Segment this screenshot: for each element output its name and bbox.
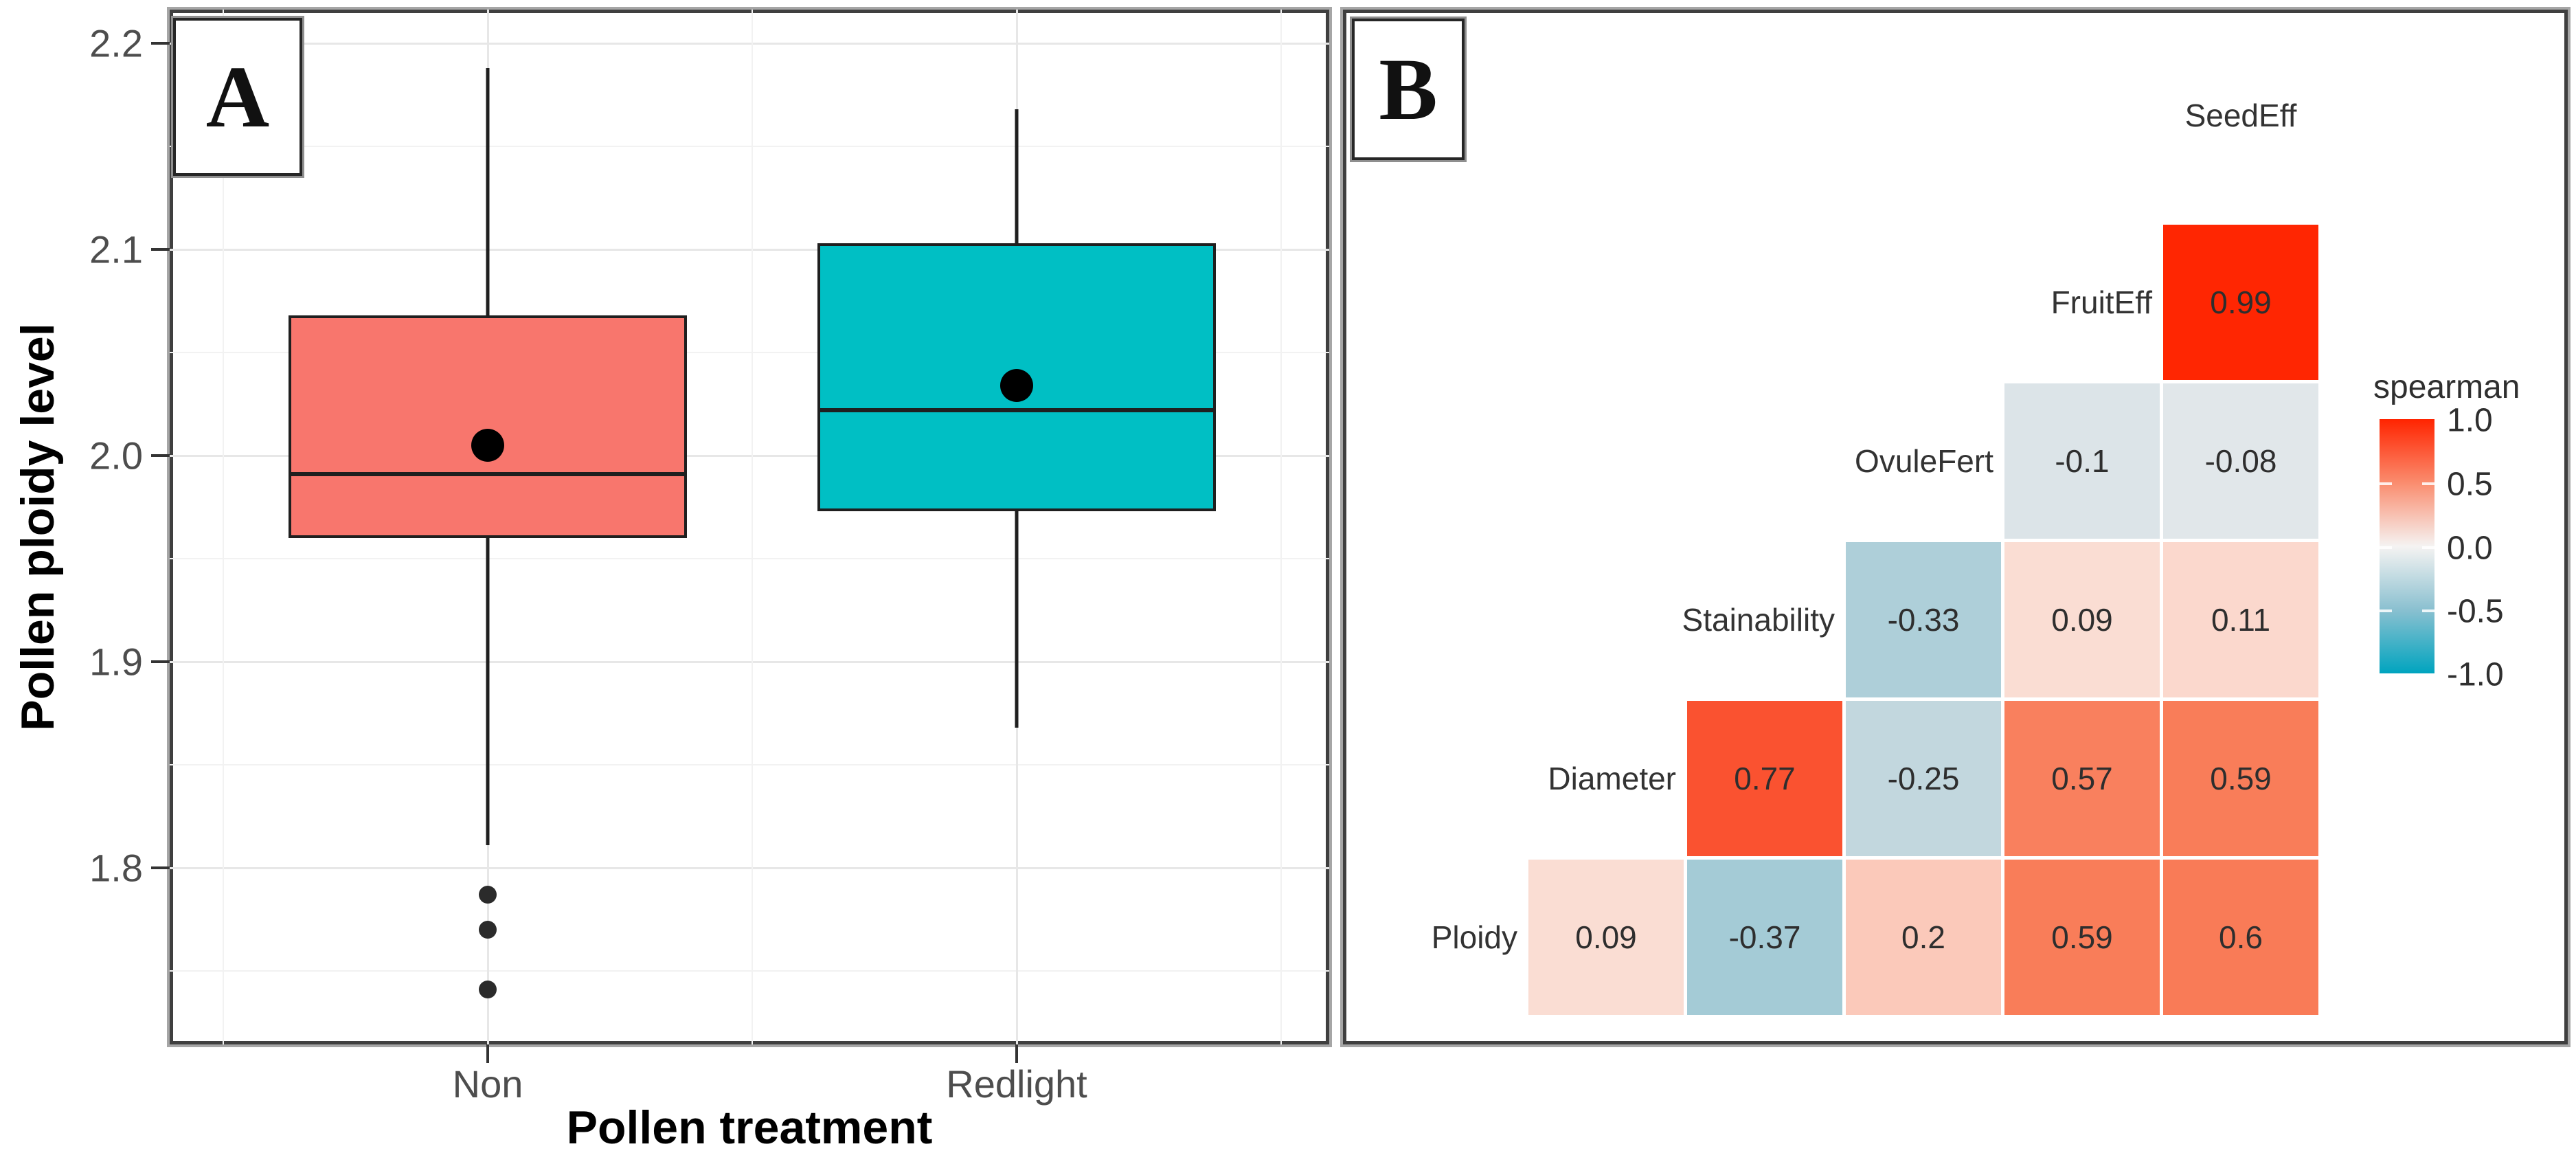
gridline-x-minor	[752, 10, 753, 1044]
boxplot-mean-dot-non	[471, 429, 504, 462]
legend-tick-label: -1.0	[2447, 656, 2504, 693]
boxplot-mean-dot-redlight	[1000, 369, 1033, 402]
boxplot-median-redlight	[817, 408, 1216, 412]
heatmap-cell-value: 0.2	[1901, 919, 1945, 955]
gridline-y-minor	[170, 970, 1329, 972]
gridline-y-major	[170, 455, 1329, 457]
heatmap-cell-value: 0.57	[2051, 761, 2113, 796]
y-axis-tick-label: 2.2	[89, 21, 143, 65]
gridline-y-major	[170, 249, 1329, 251]
legend-tick-label: -0.5	[2447, 593, 2504, 630]
legend-title: spearman	[2373, 369, 2520, 405]
y-axis-tick-label: 1.9	[89, 640, 143, 684]
heatmap-cell: -0.08	[2163, 383, 2318, 539]
heatmap-cell: 0.09	[1528, 860, 1684, 1015]
legend-tick-label: 0.5	[2447, 466, 2493, 503]
boxplot-outlier-non	[479, 886, 497, 904]
heatmap-cell-value: 0.09	[2051, 602, 2113, 638]
panel-a-label-box: A	[171, 16, 304, 178]
x-axis-category-label: Non	[452, 1062, 523, 1106]
y-axis-tick	[151, 454, 170, 457]
heatmap-cell-value: -0.08	[2204, 443, 2277, 479]
boxplot-median-non	[289, 472, 687, 476]
heatmap-cell: 0.6	[2163, 860, 2318, 1015]
heatmap-cell-value: -0.37	[1728, 919, 1801, 955]
x-axis-tick	[1015, 1044, 1018, 1063]
boxplot-whisker-lower-non	[486, 538, 490, 845]
heatmap-cell-value: -0.25	[1887, 761, 1960, 796]
legend-tick	[2422, 609, 2434, 612]
gridline-y-minor	[170, 146, 1329, 147]
boxplot-whisker-upper-non	[486, 68, 490, 315]
heatmap-top-label: SeedEff	[2184, 98, 2297, 133]
legend-tick	[2422, 546, 2434, 549]
heatmap-cell-value: 0.59	[2051, 919, 2113, 955]
heatmap-cell: 0.11	[2163, 542, 2318, 697]
heatmap-row-label: FruitEff	[2050, 284, 2152, 320]
x-axis-category-label: Redlight	[946, 1062, 1087, 1106]
gridline-x-minor	[223, 10, 224, 1044]
y-axis-tick	[151, 660, 170, 663]
heatmap-cell-value: 0.59	[2210, 761, 2272, 796]
heatmap-cell-value: -0.33	[1887, 602, 1960, 638]
panel-b-label: B	[1379, 40, 1438, 138]
panel-a-label: A	[205, 47, 270, 146]
boxplot-outlier-non	[479, 921, 497, 939]
gridline-x-minor	[1280, 10, 1282, 1044]
y-axis-tick-label: 1.8	[89, 846, 143, 890]
gridline-y-major	[170, 43, 1329, 45]
heatmap-cell: -0.33	[1846, 542, 2001, 697]
legend-tick	[2380, 546, 2392, 549]
y-axis-tick	[151, 248, 170, 251]
heatmap-row-label: Diameter	[1548, 761, 1676, 796]
gridline-y-minor	[170, 764, 1329, 765]
heatmap-cell-value: 0.11	[2211, 602, 2271, 638]
heatmap-cell: 0.77	[1687, 701, 1842, 856]
heatmap-cell: 0.09	[2004, 542, 2160, 697]
legend-tick	[2380, 482, 2392, 485]
heatmap-row-label: Ploidy	[1431, 919, 1517, 955]
heatmap-cell: 0.2	[1846, 860, 2001, 1015]
y-axis-tick	[151, 42, 170, 45]
gridline-y-minor	[170, 558, 1329, 559]
boxplot-whisker-lower-redlight	[1015, 511, 1019, 728]
y-axis-title: Pollen ploidy level	[12, 323, 64, 731]
gridline-y-minor	[170, 352, 1329, 353]
heatmap-cell-value: 0.99	[2210, 284, 2272, 320]
heatmap-cell: 0.57	[2004, 701, 2160, 856]
boxplot-outlier-non	[479, 981, 497, 998]
gridline-y-major	[170, 867, 1329, 869]
heatmap-cell: -0.1	[2004, 383, 2160, 539]
boxplot-box-non	[289, 315, 687, 538]
heatmap-cell-value: 0.09	[1575, 919, 1637, 955]
heatmap-cell-value: -0.1	[2055, 443, 2110, 479]
heatmap-cell: 0.59	[2004, 860, 2160, 1015]
boxplot-whisker-upper-redlight	[1015, 109, 1019, 243]
heatmap-cell: 0.59	[2163, 701, 2318, 856]
panel-b-label-box: B	[1350, 16, 1467, 162]
heatmap-row-label: Stainability	[1682, 602, 1835, 638]
heatmap-cell: 0.99	[2163, 225, 2318, 380]
legend-tick	[2422, 482, 2434, 485]
heatmap-cell-value: 0.6	[2219, 919, 2263, 955]
x-axis-tick	[486, 1044, 489, 1063]
y-axis-tick-label: 2.0	[89, 434, 143, 478]
heatmap-cell: -0.25	[1846, 701, 2001, 856]
gridline-y-major	[170, 661, 1329, 663]
x-axis-title: Pollen treatment	[566, 1101, 933, 1154]
heatmap-cell: -0.37	[1687, 860, 1842, 1015]
heatmap-cell-value: 0.77	[1734, 761, 1796, 796]
y-axis-tick	[151, 866, 170, 869]
heatmap-row-label: OvuleFert	[1855, 443, 1993, 479]
legend-tick	[2380, 609, 2392, 612]
y-axis-tick-label: 2.1	[89, 227, 143, 271]
legend-tick-label: 0.0	[2447, 530, 2493, 567]
legend-tick-label: 1.0	[2447, 402, 2493, 439]
